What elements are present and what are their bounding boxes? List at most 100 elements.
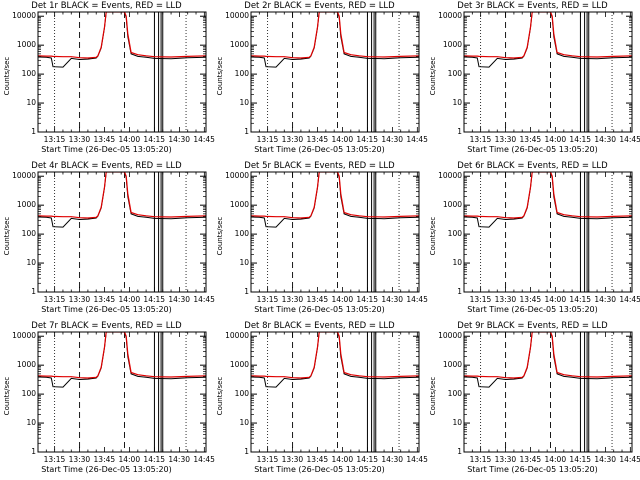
y-tick-label: 10 — [239, 418, 249, 428]
detector-panel: Det 6r BLACK = Events, RED = LLD Start Ti… — [426, 160, 640, 320]
x-tick-label: 14:00 — [331, 135, 354, 144]
y-tick-label: 10 — [26, 418, 36, 428]
x-tick-label: 14:45 — [406, 295, 428, 304]
y-axis-label: Counts/sec — [3, 376, 11, 416]
x-tick-label: 14:45 — [193, 135, 215, 144]
x-tick-label: 14:00 — [331, 295, 354, 304]
x-tick-label: 13:30 — [494, 455, 517, 464]
plot-frame — [250, 331, 420, 453]
x-tick-label: 13:30 — [68, 295, 91, 304]
x-tick-label: 14:45 — [406, 455, 428, 464]
panel-title: Det 4r BLACK = Events, RED = LLD — [31, 161, 182, 171]
x-tick-label: 14:15 — [143, 455, 166, 464]
plot-area — [463, 11, 633, 133]
y-tick-label: 10000 — [12, 331, 36, 341]
y-tick-label: 1 — [457, 127, 462, 136]
x-tick-label: 14:45 — [619, 135, 640, 144]
x-axis-label: Start Time (26-Dec-05 13:05:20) — [254, 305, 385, 314]
plot-frame — [37, 171, 207, 293]
y-tick-label: 10000 — [225, 331, 249, 341]
plot-frame — [463, 331, 633, 453]
x-tick-label: 13:30 — [281, 455, 304, 464]
detector-panel: Det 5r BLACK = Events, RED = LLD Start Ti… — [213, 160, 428, 320]
x-tick-label: 13:15 — [469, 135, 492, 144]
detector-panel: Det 8r BLACK = Events, RED = LLD Start Ti… — [213, 320, 428, 480]
x-axis-label: Start Time (26-Dec-05 13:05:20) — [467, 145, 598, 154]
x-tick-label: 14:45 — [406, 135, 428, 144]
x-tick-label: 14:30 — [594, 135, 616, 144]
y-tick-label: 100 — [447, 69, 462, 79]
y-tick-label: 100 — [21, 229, 36, 239]
y-axis-label: Counts/sec — [429, 216, 437, 256]
plot-frame — [463, 11, 633, 133]
x-tick-label: 13:45 — [306, 135, 329, 144]
detector-panel: Det 3r BLACK = Events, RED = LLD Start Ti… — [426, 0, 640, 160]
panel-title: Det 5r BLACK = Events, RED = LLD — [244, 161, 395, 171]
y-axis-label: Counts/sec — [216, 376, 224, 416]
x-tick-label: 14:30 — [381, 135, 403, 144]
x-tick-label: 14:30 — [168, 295, 190, 304]
x-tick-label: 13:30 — [68, 135, 91, 144]
y-axis-label: Counts/sec — [3, 216, 11, 256]
x-tick-label: 14:00 — [544, 135, 567, 144]
y-tick-label: 100 — [234, 69, 249, 79]
x-axis-label: Start Time (26-Dec-05 13:05:20) — [41, 305, 172, 314]
y-tick-label: 1000 — [229, 360, 249, 370]
y-tick-label: 1 — [244, 287, 249, 296]
x-tick-label: 13:45 — [306, 295, 329, 304]
x-axis-label: Start Time (26-Dec-05 13:05:20) — [254, 465, 385, 474]
y-tick-label: 1000 — [16, 360, 36, 370]
y-tick-label: 1000 — [16, 200, 36, 210]
detector-panel: Det 9r BLACK = Events, RED = LLD Start Ti… — [426, 320, 640, 480]
x-tick-label: 13:45 — [306, 455, 329, 464]
y-tick-label: 100 — [447, 389, 462, 399]
panel-title: Det 6r BLACK = Events, RED = LLD — [457, 161, 608, 171]
x-tick-label: 14:00 — [544, 455, 567, 464]
plot-frame — [37, 331, 207, 453]
y-tick-label: 10 — [452, 258, 462, 268]
plot-area — [250, 11, 420, 133]
x-tick-label: 14:15 — [356, 455, 379, 464]
y-tick-label: 1000 — [442, 40, 462, 50]
x-tick-label: 14:45 — [619, 455, 640, 464]
y-tick-label: 1 — [457, 447, 462, 456]
x-axis-label: Start Time (26-Dec-05 13:05:20) — [41, 465, 172, 474]
x-tick-label: 14:45 — [619, 295, 640, 304]
detector-panel: Det 4r BLACK = Events, RED = LLD Start Ti… — [0, 160, 215, 320]
events-line — [464, 332, 632, 388]
lld-line — [464, 332, 632, 379]
x-tick-label: 13:15 — [43, 135, 66, 144]
y-tick-label: 10000 — [438, 171, 462, 181]
y-tick-label: 100 — [447, 229, 462, 239]
plot-area — [250, 331, 420, 453]
x-tick-label: 14:15 — [143, 295, 166, 304]
x-tick-label: 14:15 — [143, 135, 166, 144]
x-tick-label: 13:45 — [519, 455, 542, 464]
plot-frame — [250, 171, 420, 293]
x-tick-label: 13:15 — [256, 295, 279, 304]
x-tick-label: 13:15 — [256, 455, 279, 464]
x-tick-label: 13:45 — [93, 295, 116, 304]
x-axis-label: Start Time (26-Dec-05 13:05:20) — [41, 145, 172, 154]
lld-line — [464, 172, 632, 219]
y-axis-label: Counts/sec — [429, 56, 437, 96]
panel-title: Det 3r BLACK = Events, RED = LLD — [457, 1, 608, 11]
y-tick-label: 100 — [21, 69, 36, 79]
events-line — [38, 172, 206, 228]
x-tick-label: 14:30 — [381, 295, 403, 304]
y-tick-label: 10000 — [225, 11, 249, 21]
x-tick-label: 13:30 — [281, 135, 304, 144]
x-tick-label: 14:15 — [356, 295, 379, 304]
detector-panel: Det 1r BLACK = Events, RED = LLD Start Ti… — [0, 0, 215, 160]
x-tick-label: 14:15 — [569, 455, 592, 464]
y-tick-label: 10 — [239, 258, 249, 268]
y-tick-label: 10000 — [225, 171, 249, 181]
y-tick-label: 1 — [31, 127, 36, 136]
panel-title: Det 8r BLACK = Events, RED = LLD — [244, 321, 395, 331]
plot-frame — [250, 11, 420, 133]
events-line — [464, 172, 632, 228]
x-tick-label: 13:15 — [43, 455, 66, 464]
x-tick-label: 13:30 — [494, 135, 517, 144]
x-tick-label: 14:30 — [168, 135, 190, 144]
